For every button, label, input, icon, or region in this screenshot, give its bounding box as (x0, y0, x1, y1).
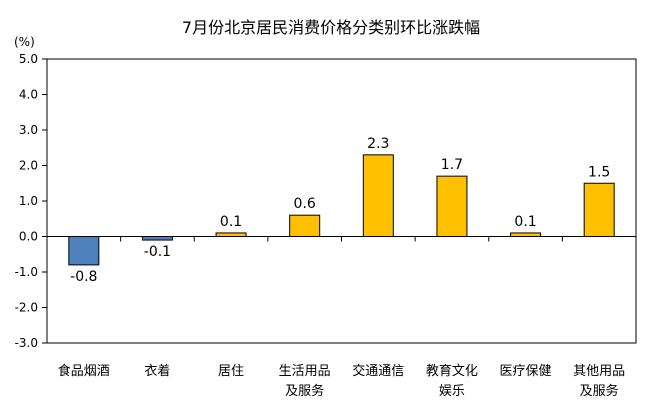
x-category-label: 及服务 (580, 383, 619, 399)
x-category-label: 教育文化 (426, 363, 478, 379)
data-labels: -0.8 -0.1 0.1 0.6 2.3 1.7 0.1 1.5 (70, 136, 610, 285)
y-tick-label: 2.0 (19, 159, 38, 173)
x-category-label: 医疗保健 (500, 364, 552, 379)
bar-value-label: 2.3 (367, 136, 389, 152)
x-category-label: 其他用品 (573, 364, 625, 379)
x-category-label: 交通通信 (352, 363, 404, 379)
bar (289, 214, 321, 237)
bar (436, 175, 468, 237)
x-category-label: 居住 (218, 364, 244, 379)
x-category-label: 食品烟酒 (58, 363, 110, 379)
bar (215, 232, 247, 237)
plot-area-frame (46, 58, 637, 344)
bar-value-label: 0.6 (294, 196, 316, 212)
bar-series (68, 154, 615, 266)
chart-title: 7月份北京居民消费价格分类别环比涨跌幅 (182, 18, 480, 37)
x-category-label: 娱乐 (439, 384, 465, 399)
bar (583, 182, 615, 237)
y-tick-label: -2.0 (15, 301, 38, 315)
x-category-label: 生活用品 (279, 364, 331, 379)
x-category-label: 及服务 (285, 383, 324, 399)
y-tick-label: -3.0 (15, 336, 38, 350)
y-tick-label: 1.0 (19, 194, 38, 208)
bar-value-label: 1.7 (441, 157, 463, 173)
y-tick-label: 0.0 (19, 230, 38, 244)
y-axis: 5.0 4.0 3.0 2.0 1.0 0.0 -1.0 -2.0 -3.0 (15, 52, 637, 350)
y-tick-label: -1.0 (15, 265, 38, 279)
x-category-label: 衣着 (144, 363, 170, 379)
y-tick-label: 4.0 (19, 88, 38, 102)
bar (141, 236, 173, 241)
bar-value-label: 1.5 (588, 164, 610, 180)
bar (362, 154, 394, 238)
bar-value-label: 0.1 (514, 214, 536, 230)
y-axis-unit-label: (%) (14, 35, 35, 49)
bar-value-label: -0.1 (144, 244, 171, 260)
y-tick-label: 5.0 (19, 52, 38, 66)
bar (68, 236, 100, 266)
bar-value-label: -0.8 (70, 269, 97, 285)
y-tick-label: 3.0 (19, 123, 38, 137)
bar-value-label: 0.1 (220, 214, 242, 230)
bar (510, 232, 542, 237)
